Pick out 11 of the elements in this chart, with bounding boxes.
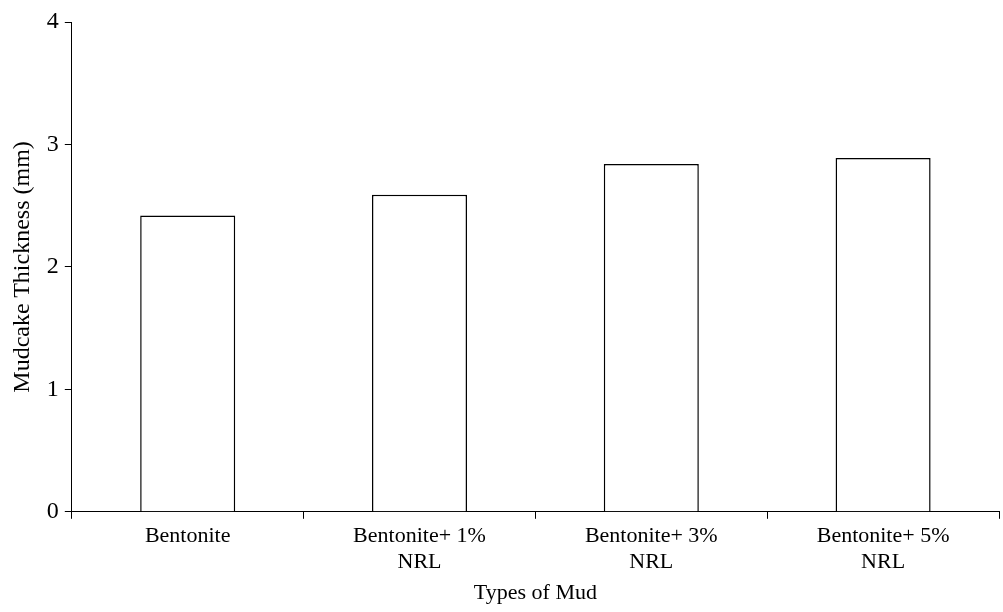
x-axis-title: Types of Mud — [473, 578, 597, 604]
y-tick-label: 1 — [46, 374, 59, 401]
y-tick-label: 2 — [46, 252, 59, 279]
x-tick-label: Bentonite+ 1% NRL — [353, 521, 486, 574]
y-tick-label: 4 — [46, 7, 59, 34]
x-tick-label: Bentonite+ 3% NRL — [584, 521, 718, 574]
x-tick-label: Bentonite — [144, 521, 231, 547]
x-tick-label: Bentonite+ 5% NRL — [816, 521, 950, 574]
y-axis-title: Mudcake Thickness (mm) — [7, 141, 34, 393]
y-tick-label: 3 — [46, 129, 59, 156]
y-tick-label: 0 — [46, 497, 59, 524]
